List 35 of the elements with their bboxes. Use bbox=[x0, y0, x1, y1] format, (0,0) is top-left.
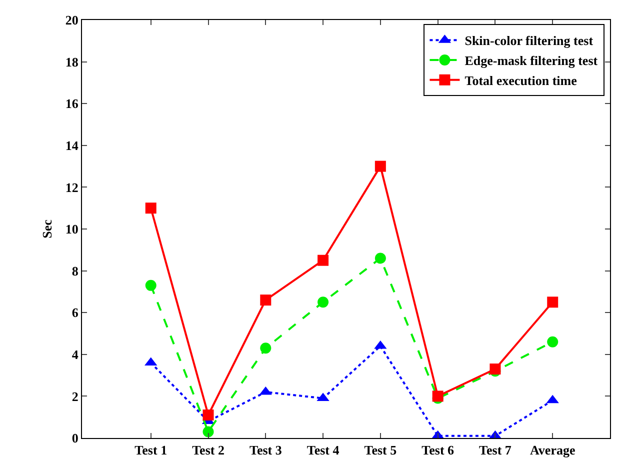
x-tick-label: Test 7 bbox=[479, 442, 512, 458]
x-tick-label: Test 2 bbox=[192, 442, 224, 458]
legend-label: Edge-mask filtering test bbox=[464, 53, 598, 68]
point bbox=[260, 342, 272, 354]
x-tick-label: Test 4 bbox=[306, 442, 340, 458]
y-tick-label: 20 bbox=[65, 12, 78, 28]
point bbox=[547, 296, 558, 308]
point bbox=[318, 296, 329, 308]
point bbox=[547, 336, 558, 348]
point bbox=[374, 252, 386, 264]
x-tick-label: Test 6 bbox=[422, 442, 455, 458]
y-tick-label: 18 bbox=[65, 54, 79, 70]
y-tick-label: 0 bbox=[72, 430, 78, 446]
y-tick-label: 10 bbox=[65, 222, 78, 237]
y-tick-label: 12 bbox=[65, 180, 78, 195]
point bbox=[260, 294, 272, 306]
x-tick-label: Test 1 bbox=[134, 442, 168, 458]
y-tick-label: 16 bbox=[65, 96, 79, 112]
x-tick-label: Test 3 bbox=[249, 442, 282, 458]
y-tick-label: 6 bbox=[72, 305, 79, 320]
legend-label: Skin-color filtering test bbox=[464, 33, 594, 48]
y-tick-label: 8 bbox=[72, 263, 79, 278]
y-tick-label: 4 bbox=[72, 346, 79, 362]
legend-label: Total execution time bbox=[464, 73, 578, 88]
y-tick-label: 2 bbox=[72, 388, 78, 404]
point bbox=[374, 160, 386, 172]
y-tick-label: 14 bbox=[65, 138, 79, 153]
y-axis-title: Sec bbox=[39, 219, 54, 238]
x-tick-label: Average bbox=[530, 442, 576, 458]
point bbox=[318, 254, 329, 266]
point bbox=[202, 410, 214, 421]
x-tick-label: Test 5 bbox=[364, 442, 398, 458]
point bbox=[145, 202, 156, 214]
point bbox=[202, 426, 214, 438]
point bbox=[145, 280, 156, 291]
